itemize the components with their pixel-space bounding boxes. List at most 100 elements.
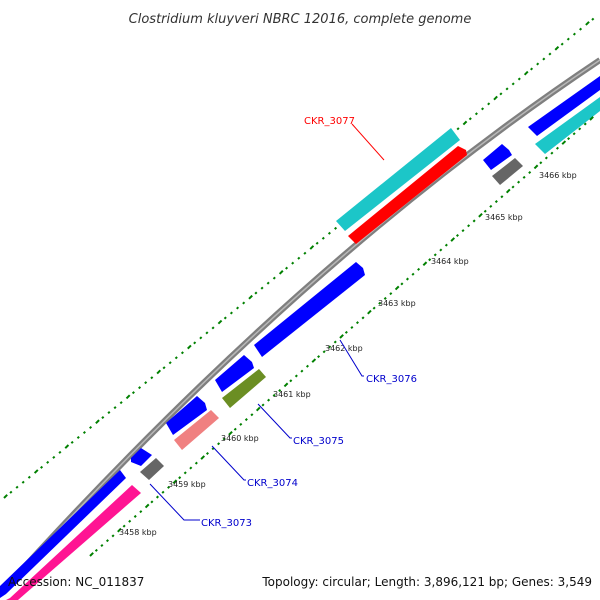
- scale-tick-mark: [3, 494, 8, 499]
- scale-tick-mark: [333, 340, 337, 344]
- scale-tick-mark: [111, 534, 115, 538]
- cds-reverse[interactable]: [6, 485, 141, 600]
- scale-tick-mark: [311, 358, 317, 363]
- scale-tick-mark: [194, 461, 198, 465]
- cds-reverse[interactable]: [174, 410, 219, 450]
- leader-line-ckr3077: [351, 123, 385, 161]
- cds-forward[interactable]: [535, 97, 600, 154]
- scale-tick-mark: [248, 294, 253, 300]
- scale-tick-mark: [205, 331, 209, 335]
- cds-forward[interactable]: [166, 396, 207, 435]
- scale-tick-mark: [572, 32, 576, 36]
- scale-tick-mark: [150, 500, 154, 504]
- scale-tick-mark: [82, 430, 86, 434]
- scale-tick-mark: [350, 326, 354, 330]
- scale-tick-mark: [228, 430, 233, 436]
- scale-tick-mark: [467, 224, 471, 228]
- scale-tick-mark: [505, 188, 511, 194]
- scale-tick-mark: [70, 440, 74, 444]
- cds-forward[interactable]: [215, 355, 254, 392]
- scale-tick-mark: [544, 156, 548, 160]
- tick-label-3463: 3463 kbp: [378, 299, 416, 308]
- cds-reverse[interactable]: [222, 369, 266, 408]
- scale-tick-mark: [144, 381, 148, 385]
- scale-tick-mark: [517, 180, 521, 184]
- leader-line-ckr3076: [339, 339, 364, 377]
- scale-tick-mark: [400, 282, 404, 286]
- scale-tick-mark: [328, 345, 332, 349]
- scale-tick-mark: [289, 379, 293, 383]
- scale-tick-mark: [566, 37, 570, 41]
- scale-tick-mark: [272, 393, 276, 397]
- scale-tick-mark: [389, 292, 393, 296]
- scale-tick-mark: [278, 270, 284, 275]
- scale-tick-mark: [89, 552, 94, 557]
- scale-tick-mark: [589, 116, 594, 121]
- cds-reverse-ckr3077[interactable]: [348, 146, 467, 244]
- scale-tick-mark: [242, 301, 246, 305]
- scale-tick-mark: [554, 45, 560, 51]
- scale-tick-mark: [250, 413, 254, 417]
- scale-tick-mark: [294, 374, 298, 378]
- leader-line-ckr3073: [149, 483, 200, 521]
- scale-tick-mark: [303, 251, 307, 255]
- scale-tick-mark: [101, 416, 105, 420]
- scale-tick-mark: [439, 248, 443, 252]
- scale-tick-mark: [100, 544, 104, 548]
- cds-forward[interactable]: [131, 448, 152, 466]
- cds-forward[interactable]: [254, 262, 365, 357]
- scale-tick-mark: [548, 52, 552, 56]
- scale-tick-mark: [455, 233, 459, 237]
- gene-label-ckr3074[interactable]: CKR_3074: [247, 478, 298, 489]
- scale-tick-mark: [217, 319, 223, 325]
- gene-label-ckr3075[interactable]: CKR_3075: [293, 436, 344, 447]
- scale-tick-mark: [128, 519, 132, 523]
- scale-tick-mark: [40, 465, 44, 469]
- scale-tick-mark: [561, 140, 567, 145]
- scale-tick-mark: [378, 301, 382, 305]
- scale-tick-mark: [117, 527, 122, 533]
- scale-tick-mark: [493, 95, 498, 101]
- scale-tick-mark: [261, 403, 265, 407]
- scale-tick-mark: [444, 243, 448, 247]
- cds-forward-ckr3077[interactable]: [336, 128, 460, 231]
- scale-tick-mark: [500, 195, 504, 199]
- scale-tick-mark: [199, 336, 203, 340]
- scale-tick-mark: [297, 256, 301, 260]
- gene-label-ckr3077[interactable]: CKR_3077: [304, 116, 355, 127]
- scale-tick-mark: [481, 107, 485, 111]
- gene-label-ckr3076[interactable]: CKR_3076: [366, 374, 417, 385]
- cds-reverse[interactable]: [492, 158, 523, 185]
- scale-tick-mark: [456, 127, 460, 131]
- tick-label-3461: 3461 kbp: [273, 390, 311, 399]
- cds-forward[interactable]: [0, 470, 126, 598]
- scale-tick-mark: [405, 277, 409, 281]
- cds-forward[interactable]: [483, 144, 512, 170]
- scale-tick-mark: [193, 341, 197, 345]
- scale-tick-mark: [450, 237, 456, 242]
- scale-tick-mark: [15, 485, 19, 489]
- gene-label-ckr3073[interactable]: CKR_3073: [201, 518, 252, 529]
- scale-tick-mark: [64, 444, 70, 449]
- scale-tick-mark: [95, 419, 100, 425]
- scale-tick-mark: [125, 394, 131, 400]
- tick-label-3465: 3465 kbp: [485, 213, 523, 222]
- inner-scale-ring: [89, 116, 594, 557]
- scale-tick-mark: [478, 212, 483, 218]
- scale-tick-mark: [361, 316, 365, 320]
- scale-tick-mark: [367, 309, 372, 315]
- scale-tick-mark: [517, 77, 521, 81]
- scale-tick-mark: [560, 42, 564, 46]
- scale-tick-mark: [76, 435, 80, 439]
- scale-tick-mark: [150, 376, 154, 380]
- scale-tick-mark: [131, 391, 135, 395]
- scale-tick-mark: [222, 437, 226, 441]
- scale-tick-mark: [122, 524, 126, 528]
- cds-reverse[interactable]: [140, 458, 164, 480]
- scale-tick-mark: [260, 286, 264, 290]
- cds-forward[interactable]: [528, 76, 600, 136]
- scale-tick-mark: [417, 267, 421, 271]
- scale-tick-mark: [223, 316, 227, 320]
- scale-tick-mark: [178, 476, 182, 480]
